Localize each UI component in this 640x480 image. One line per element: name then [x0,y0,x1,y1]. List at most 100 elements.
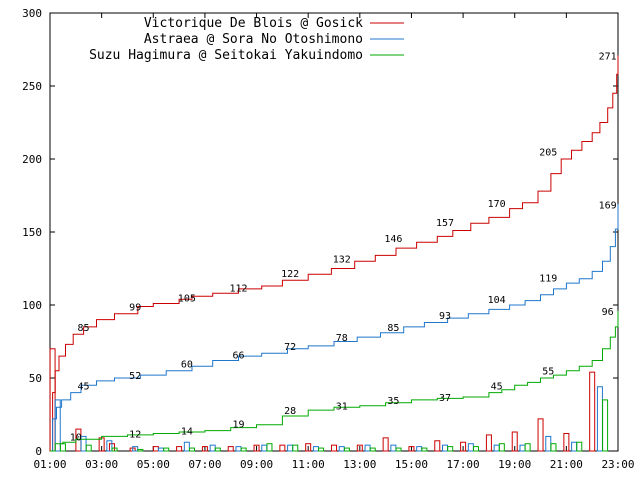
x-tick-label: 19:00 [498,458,531,471]
hourly-bar-series-1 [442,444,449,452]
data-label: 170 [488,199,506,210]
hourly-bar-series-1 [467,443,474,452]
hourly-bar-series-2 [369,447,376,452]
data-label: 14 [181,427,193,438]
data-label: 96 [602,307,614,318]
hourly-bar-series-1 [596,386,603,452]
hourly-bar-series-0 [589,371,596,452]
hourly-bar-series-1 [261,444,268,452]
data-label: 66 [232,351,244,362]
x-tick-label: 07:00 [188,458,221,471]
hourly-bar-series-0 [460,441,467,452]
hourly-bar-series-2 [421,447,428,452]
hourly-bar-series-2 [550,443,557,452]
data-label: 99 [129,302,141,313]
hourly-bar-series-2 [343,447,350,452]
y-tick-label: 100 [22,299,42,312]
hourly-bar-series-0 [253,444,260,452]
data-label: 146 [384,234,402,245]
hourly-bar-series-2 [59,443,66,452]
axes-layer: 0 50 100 150 200 250 300 01:00 03:00 05:00 07:00 09… [22,7,634,471]
legend-label-0: Victorique De Blois @ Gosick [144,16,363,31]
data-label: 78 [336,333,348,344]
hourly-bar-series-2 [318,447,325,452]
hourly-bar-series-2 [137,449,144,452]
hourly-bar-series-0 [434,440,441,452]
series-line-2 [50,310,619,452]
y-tick-label: 250 [22,80,42,93]
hourly-bar-series-0 [331,444,337,452]
data-label: 271 [599,51,617,62]
x-tick-label: 23:00 [601,458,634,471]
data-label: 45 [78,381,90,392]
x-tick-label: 09:00 [240,458,273,471]
plot-frame [49,12,619,452]
hourly-bar-series-2 [498,443,505,452]
x-tick-label: 13:00 [343,458,376,471]
hourly-bar-series-1 [132,446,139,452]
x-tick-label: 17:00 [447,458,480,471]
hourly-bar-series-1 [287,444,294,452]
y-tick-label: 50 [29,372,42,385]
data-label: 85 [387,323,399,334]
data-label: 72 [284,342,296,353]
data-label: 37 [439,393,451,404]
data-label: 104 [488,295,506,306]
hourly-bar-series-2 [240,447,247,452]
hourly-bar-series-2 [473,446,479,452]
hourly-bar-series-1 [519,444,526,452]
data-label: 60 [181,359,193,370]
data-label: 55 [542,367,554,378]
data-label: 31 [336,402,348,413]
hourly-bar-series-1 [209,444,216,452]
y-tick-label: 300 [22,7,42,20]
x-tick-label: 01:00 [33,458,66,471]
hourly-bar-series-1 [545,435,552,452]
hourly-bar-series-0 [356,444,363,452]
data-label: 12 [129,429,141,440]
hourly-bar-series-1 [235,446,242,452]
hourly-bar-series-1 [390,444,397,452]
data-label: 157 [436,218,454,229]
data-label: 45 [491,381,503,392]
hourly-bar-series-2 [395,447,402,452]
hourly-bar-series-1 [338,446,345,452]
hourly-bar-series-0 [537,418,544,452]
series-line-0 [50,55,619,452]
data-label: 85 [78,323,90,334]
data-label: 19 [232,419,244,430]
hourly-bar-series-2 [292,444,299,452]
labels-layer: 85 99 105 112 122 132 146 157 170 205 271 45 52 60 66 7… [70,51,617,443]
hourly-bar-series-2 [189,447,195,452]
hourly-bar-series-0 [227,446,234,452]
hourly-bar-series-1 [312,446,319,452]
data-label: 93 [439,311,451,322]
data-label: 119 [539,273,557,284]
data-label: 52 [129,371,141,382]
legend-label-2: Suzu Hagimura @ Seitokai Yakuindomo [89,48,363,63]
hourly-bar-series-0 [201,446,208,452]
data-label: 122 [281,269,299,280]
data-label: 105 [178,294,196,305]
x-tick-label: 11:00 [292,458,325,471]
data-label: 132 [333,254,351,265]
legend-label-1: Astraea @ Sora No Otoshimono [144,32,363,47]
hourly-bar-series-2 [111,447,118,452]
hourly-bar-series-1 [54,399,61,452]
y-tick-label: 200 [22,153,42,166]
data-label: 169 [599,200,617,211]
y-tick-label: 150 [22,226,42,239]
hourly-bar-series-0 [511,431,518,452]
hourly-bar-series-1 [106,440,113,452]
data-label: 35 [387,396,399,407]
hourly-bar-series-0 [176,446,183,452]
x-tick-label: 15:00 [395,458,428,471]
hourly-bar-series-0 [563,432,570,452]
hourly-bar-series-0 [152,446,159,452]
hourly-bar-series-0 [408,446,415,452]
lines-layer [50,55,619,452]
hourly-bar-series-2 [524,443,531,452]
hourly-bar-series-0 [382,437,389,452]
